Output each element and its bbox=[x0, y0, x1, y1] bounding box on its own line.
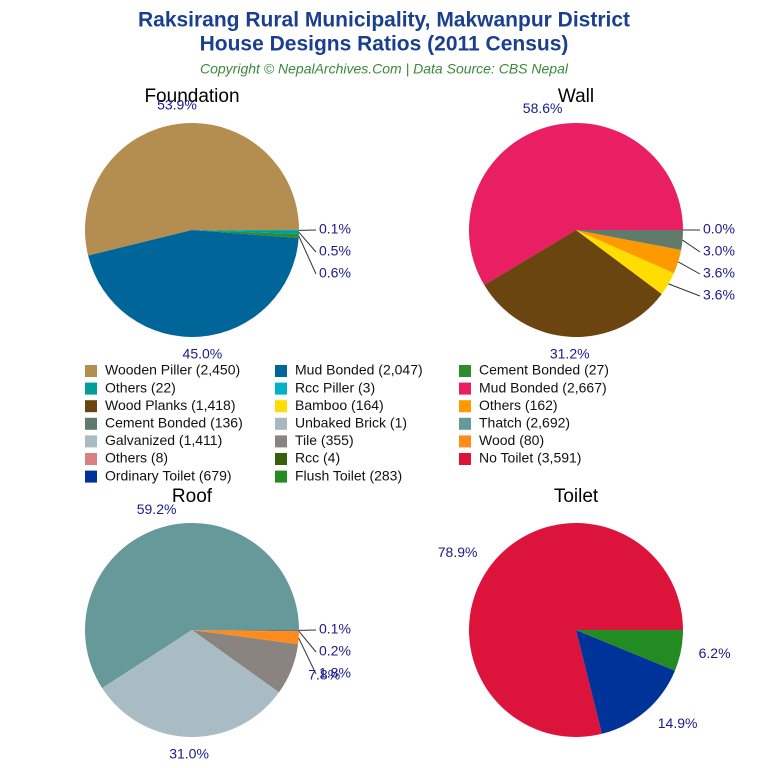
data-label: 59.2% bbox=[137, 501, 177, 517]
leader-line bbox=[677, 261, 701, 275]
legend-label: Others (22) bbox=[105, 379, 176, 395]
legend-swatch bbox=[459, 382, 471, 395]
pie-slice bbox=[484, 230, 662, 337]
data-label: 0.5% bbox=[319, 243, 351, 259]
pie-slice bbox=[192, 630, 299, 645]
legend-swatch bbox=[85, 417, 97, 430]
pie-slice bbox=[468, 122, 683, 286]
data-label: 3.6% bbox=[703, 287, 735, 303]
legend-label: Galvanized (1,411) bbox=[105, 432, 222, 448]
legend-label: Tile (355) bbox=[295, 432, 354, 448]
legend-label: Bamboo (164) bbox=[295, 397, 384, 413]
legend-label: Wood Planks (1,418) bbox=[105, 397, 235, 413]
legend-swatch bbox=[85, 382, 97, 395]
legend-label: Flush Toilet (283) bbox=[295, 467, 402, 483]
chart-title: Raksirang Rural Municipality, Makwanpur … bbox=[138, 9, 630, 32]
data-label: 31.2% bbox=[550, 346, 590, 362]
legend-swatch bbox=[85, 435, 97, 448]
leader-line bbox=[298, 232, 317, 253]
data-label: 3.0% bbox=[703, 243, 735, 259]
legend-swatch bbox=[85, 470, 97, 483]
data-label: 45.0% bbox=[183, 345, 223, 361]
data-label: 1.8% bbox=[319, 665, 351, 681]
legend-label: No Toilet (3,591) bbox=[479, 450, 581, 466]
pie-slice bbox=[576, 630, 683, 671]
data-label: 0.1% bbox=[319, 621, 351, 637]
legend-label: Others (162) bbox=[479, 397, 558, 413]
data-label: 0.1% bbox=[319, 221, 351, 237]
data-label: 53.9% bbox=[157, 97, 197, 113]
legend-swatch bbox=[275, 435, 287, 448]
data-label: 7.8% bbox=[308, 667, 340, 683]
legend-swatch bbox=[85, 453, 97, 465]
legend-label: Wooden Piller (2,450) bbox=[105, 362, 240, 378]
legend-swatch bbox=[459, 435, 471, 448]
pie-slice bbox=[192, 230, 299, 231]
legend-swatch bbox=[275, 400, 287, 413]
legend-swatch bbox=[459, 400, 471, 413]
data-label: 31.0% bbox=[169, 746, 209, 762]
legend-label: Unbaked Brick (1) bbox=[295, 415, 407, 431]
chart-subtitle: House Designs Ratios (2011 Census) bbox=[200, 33, 569, 56]
pie-slice bbox=[576, 630, 675, 734]
legend-swatch bbox=[459, 365, 471, 377]
pie-slice bbox=[84, 122, 300, 256]
data-label: 78.9% bbox=[438, 544, 478, 560]
pie-slice bbox=[192, 230, 299, 239]
legend-swatch bbox=[275, 365, 287, 377]
pie-title: Toilet bbox=[554, 486, 599, 507]
data-label: 14.9% bbox=[658, 715, 698, 731]
data-label: 58.6% bbox=[523, 100, 563, 116]
legend-label: Cement Bonded (136) bbox=[105, 415, 243, 431]
pie-title: Wall bbox=[558, 86, 594, 107]
data-label: 3.6% bbox=[703, 265, 735, 281]
data-label: 0.0% bbox=[703, 221, 735, 237]
legend-swatch bbox=[85, 400, 97, 413]
legend-swatch bbox=[85, 365, 97, 377]
pie-slice bbox=[88, 230, 299, 337]
legend-label: Mud Bonded (2,047) bbox=[295, 362, 423, 378]
legend-label: Rcc Piller (3) bbox=[295, 379, 375, 395]
pie-slice bbox=[576, 230, 683, 251]
pie-slice bbox=[192, 630, 299, 693]
legend-label: Wood (80) bbox=[479, 432, 544, 448]
legend-label: Thatch (2,692) bbox=[479, 415, 570, 431]
source-note: Copyright © NepalArchives.Com | Data Sou… bbox=[200, 61, 569, 77]
leader-line bbox=[298, 235, 317, 275]
legend-swatch bbox=[459, 453, 471, 465]
pie-slice bbox=[192, 630, 299, 633]
legend-label: Cement Bonded (27) bbox=[479, 362, 609, 378]
legend-swatch bbox=[459, 417, 471, 430]
pie-title: Foundation bbox=[144, 86, 239, 107]
data-label: 0.6% bbox=[319, 265, 351, 281]
pie-slice bbox=[576, 230, 682, 274]
leader-line bbox=[668, 283, 701, 297]
data-label: 0.2% bbox=[319, 643, 351, 659]
pie-slice bbox=[84, 522, 299, 689]
pie-slice bbox=[102, 630, 279, 738]
pie-slice bbox=[192, 630, 299, 631]
leader-line bbox=[298, 637, 317, 675]
pie-title: Roof bbox=[172, 486, 213, 507]
pie-slice bbox=[576, 230, 674, 294]
data-label: 6.2% bbox=[699, 645, 731, 661]
legend-swatch bbox=[275, 470, 287, 483]
legend-swatch bbox=[275, 417, 287, 430]
legend-label: Ordinary Toilet (679) bbox=[105, 467, 232, 483]
leader-line bbox=[298, 631, 317, 653]
pie-slice bbox=[192, 230, 299, 235]
legend-swatch bbox=[275, 453, 287, 465]
legend-label: Rcc (4) bbox=[295, 450, 340, 466]
leader-line bbox=[682, 239, 701, 253]
legend-label: Others (8) bbox=[105, 450, 168, 466]
legend-swatch bbox=[275, 382, 287, 395]
legend-label: Mud Bonded (2,667) bbox=[479, 379, 607, 395]
